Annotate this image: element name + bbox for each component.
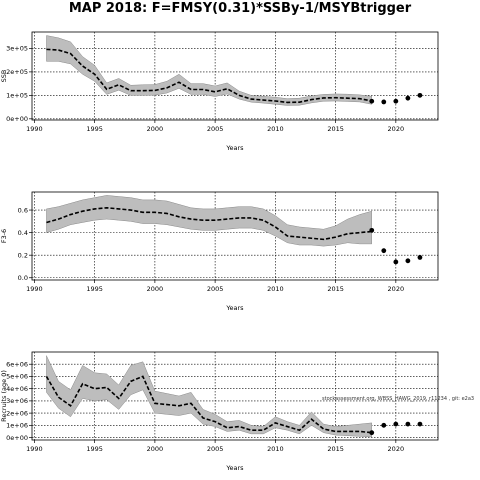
recruits-xtick-label: 2015 bbox=[327, 445, 344, 453]
recruits-xaxis-label: Years bbox=[225, 464, 244, 472]
ssb-xtick-label: 2005 bbox=[207, 125, 224, 133]
f-median-line bbox=[46, 206, 372, 241]
recruits-xtick-label: 2000 bbox=[147, 445, 164, 453]
f-xtick-label: 1990 bbox=[26, 285, 43, 293]
ssb-panel: 1990 1995 2000 2005 2010 2015 2020 0e+00 1e+05 2e… bbox=[0, 31, 439, 152]
f-panel: 1990 1995 2000 2005 2010 2015 2020 0.0 0.2 0.4 0.6… bbox=[0, 191, 439, 312]
ssb-median-line bbox=[46, 48, 372, 104]
recruits-ytick-label: 1e+06 bbox=[6, 422, 28, 430]
f-xtick-label: 2010 bbox=[267, 285, 284, 293]
f-projection-point bbox=[369, 227, 375, 233]
ssb-axes-frame bbox=[31, 31, 439, 121]
recruits-ytick-label: 2e+06 bbox=[6, 409, 28, 417]
ssb-xtick-label: 2010 bbox=[267, 125, 284, 133]
f-axes-frame bbox=[31, 191, 439, 281]
f-ytick-label: 0.4 bbox=[18, 229, 28, 237]
ssb-ytick-label: 1e+05 bbox=[6, 92, 28, 100]
recruits-ytick-label: 4e+06 bbox=[6, 385, 28, 393]
ssb-xtick-label: 1995 bbox=[86, 125, 103, 133]
recruits-ytick-label: 5e+06 bbox=[6, 373, 28, 381]
recruits-projection-point bbox=[405, 421, 411, 427]
f-ytick-label: 0.0 bbox=[18, 274, 28, 282]
recruits-projection-point bbox=[393, 421, 399, 427]
f-projection-point bbox=[417, 255, 423, 260]
f-projection-point bbox=[393, 259, 399, 265]
ssb-xtick-label: 1990 bbox=[26, 125, 43, 133]
f-xtick-label: 2020 bbox=[388, 285, 405, 293]
recruits-xtick-label: 2005 bbox=[207, 445, 224, 453]
recruits-xtick-label: 1990 bbox=[26, 445, 43, 453]
f-xtick-label: 1995 bbox=[86, 285, 103, 293]
ssb-xtick-label: 2020 bbox=[388, 125, 405, 133]
figure-title: MAP 2018: F=FMSY(0.31)*SSBy-1/MSYBtrigge… bbox=[69, 1, 412, 16]
ssb-projection-point bbox=[405, 95, 411, 101]
ssb-projection-point bbox=[381, 99, 387, 105]
ssb-projection-point bbox=[417, 92, 423, 98]
recruits-ytick-label: 3e+06 bbox=[6, 397, 28, 405]
recruits-annotation: stockassessment.org, WBSS_HAWG_2019, r11… bbox=[322, 396, 474, 402]
f-ytick-label: 0.2 bbox=[18, 251, 28, 259]
recruits-projection-point bbox=[417, 421, 423, 427]
recruits-ytick-label: 0e+00 bbox=[6, 434, 28, 442]
recruits-projection-point bbox=[381, 422, 387, 428]
recruits-axes-frame bbox=[31, 351, 439, 441]
recruits-xtick-label: 1995 bbox=[86, 445, 103, 453]
ssb-projection-point bbox=[393, 98, 399, 104]
ssb-ytick-label: 0e+00 bbox=[6, 115, 28, 123]
f-projection-point bbox=[381, 248, 387, 254]
f-yaxis-label: F3-6 bbox=[0, 229, 8, 243]
recruits-xtick-label: 2010 bbox=[267, 445, 284, 453]
f-projection-point bbox=[405, 258, 411, 264]
recruits-projection-point bbox=[369, 430, 375, 436]
recruits-confidence-band bbox=[46, 355, 372, 438]
f-xtick-label: 2000 bbox=[147, 285, 164, 293]
f-ytick-label: 0.6 bbox=[18, 206, 28, 214]
ssb-xtick-label: 2015 bbox=[327, 125, 344, 133]
ssb-ytick-label: 2e+05 bbox=[6, 68, 28, 76]
ssb-xtick-label: 2000 bbox=[147, 125, 164, 133]
f-xtick-label: 2015 bbox=[327, 285, 344, 293]
recruits-xtick-label: 2020 bbox=[388, 445, 405, 453]
recruits-ytick-label: 6e+06 bbox=[6, 361, 28, 369]
ssb-ytick-label: 3e+05 bbox=[6, 45, 28, 53]
ssb-yaxis-label: SSB bbox=[0, 70, 8, 83]
recruits-yaxis-label: Recruits (age 0) bbox=[0, 370, 8, 422]
ssb-xaxis-label: Years bbox=[225, 144, 244, 152]
recruits-median-line bbox=[45, 375, 372, 434]
ssb-confidence-band bbox=[46, 35, 372, 106]
f-xtick-label: 2005 bbox=[207, 285, 224, 293]
recruits-panel: 1990 1995 2000 2005 2010 2015 2020 0e+00 1e+06 2e… bbox=[0, 351, 474, 472]
ssb-projection-point bbox=[369, 98, 375, 104]
f-xaxis-label: Years bbox=[225, 304, 244, 312]
